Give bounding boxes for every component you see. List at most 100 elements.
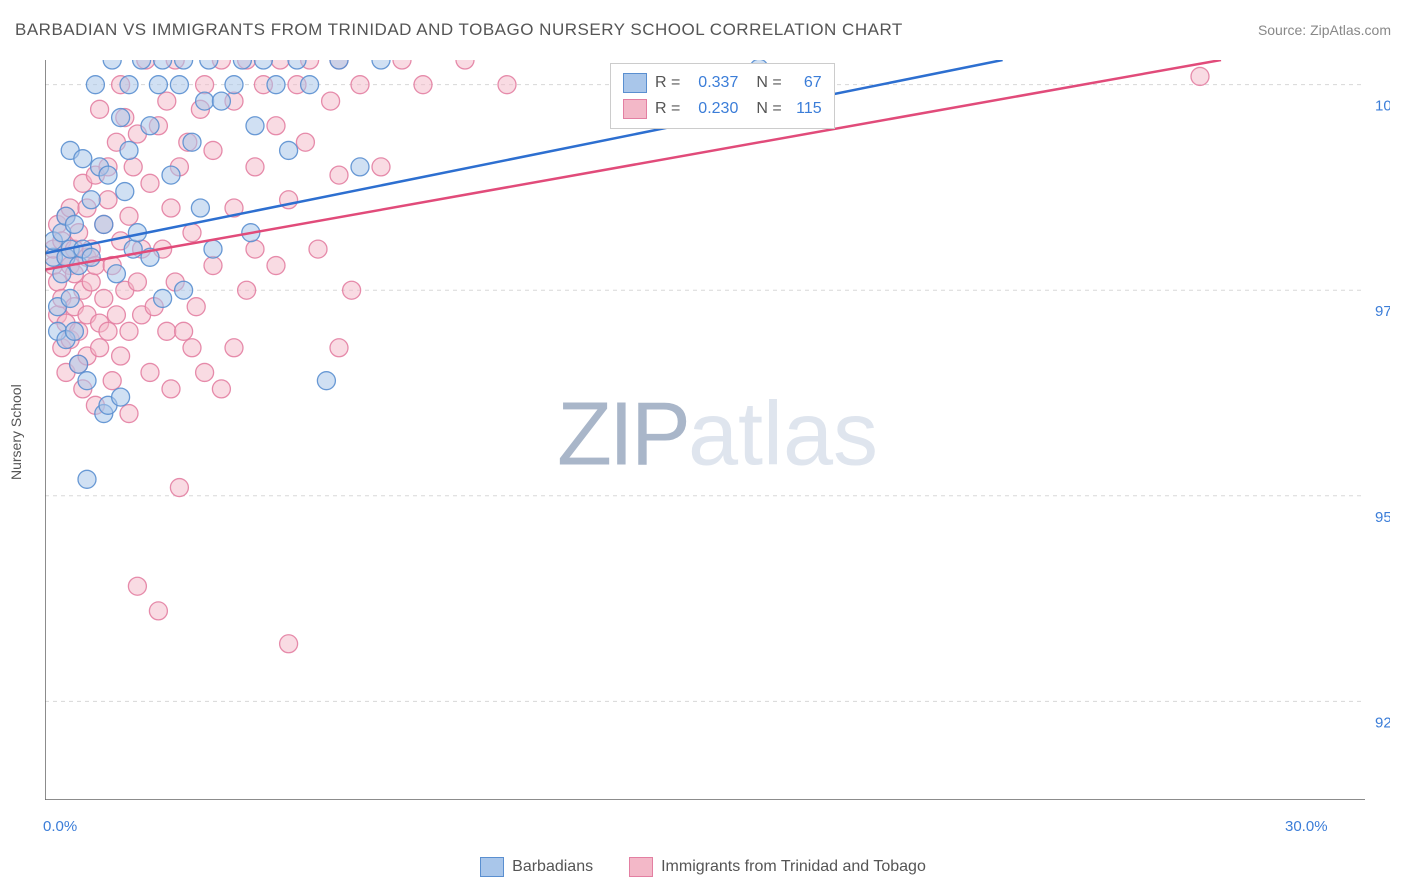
trinidad-marker	[162, 199, 180, 217]
barbadians-marker	[280, 141, 298, 159]
n-value: 67	[790, 74, 822, 92]
trinidad-swatch-icon	[623, 99, 647, 119]
r-label: R =	[655, 74, 680, 92]
barbadians-marker	[95, 215, 113, 233]
trinidad-marker	[158, 322, 176, 340]
trinidad-swatch-icon	[629, 857, 653, 877]
trinidad-marker	[246, 158, 264, 176]
barbadians-marker	[200, 60, 218, 69]
barbadians-marker	[154, 289, 172, 307]
barbadians-marker	[267, 76, 285, 94]
correlation-legend-box: R =0.337N =67R =0.230N =115	[610, 63, 835, 129]
barbadians-swatch-icon	[623, 73, 647, 93]
r-label: R =	[655, 100, 680, 118]
barbadians-marker	[196, 92, 214, 110]
barbadians-marker	[107, 265, 125, 283]
trinidad-marker	[196, 363, 214, 381]
legend-item-trinidad: Immigrants from Trinidad and Tobago	[629, 857, 926, 877]
barbadians-marker	[116, 183, 134, 201]
barbadians-marker	[78, 470, 96, 488]
barbadians-marker	[154, 60, 172, 69]
trinidad-marker	[99, 322, 117, 340]
trinidad-marker	[175, 322, 193, 340]
trinidad-marker	[330, 339, 348, 357]
trinidad-marker	[183, 339, 201, 357]
y-tick-label: 95.0%	[1375, 509, 1390, 526]
trinidad-marker	[103, 372, 121, 390]
trinidad-marker	[99, 191, 117, 209]
trinidad-marker	[141, 363, 159, 381]
trinidad-marker	[296, 133, 314, 151]
r-value: 0.337	[688, 74, 738, 92]
barbadians-marker	[82, 191, 100, 209]
trinidad-marker	[120, 322, 138, 340]
trinidad-marker	[158, 92, 176, 110]
trinidad-marker	[112, 347, 130, 365]
trinidad-marker	[351, 76, 369, 94]
barbadians-marker	[351, 158, 369, 176]
trinidad-marker	[204, 141, 222, 159]
x-tick-label: 30.0%	[1285, 818, 1328, 835]
trinidad-marker	[183, 224, 201, 242]
trinidad-marker	[162, 380, 180, 398]
n-label: N =	[756, 100, 781, 118]
trinidad-marker	[187, 298, 205, 316]
trinidad-marker	[267, 117, 285, 135]
trinidad-marker	[267, 257, 285, 275]
barbadians-marker	[162, 166, 180, 184]
trinidad-marker	[91, 339, 109, 357]
n-value: 115	[790, 100, 822, 118]
y-tick-label: 97.5%	[1375, 303, 1390, 320]
barbadians-marker	[120, 141, 138, 159]
trinidad-marker	[1191, 67, 1209, 85]
scatter-chart: 92.5%95.0%97.5%100.0%	[45, 60, 1390, 800]
legend-row-barbadians: R =0.337N =67	[623, 70, 822, 96]
barbadians-marker	[65, 215, 83, 233]
trinidad-marker	[280, 635, 298, 653]
trinidad-marker	[128, 577, 146, 595]
trinidad-marker	[120, 207, 138, 225]
barbadians-marker	[86, 76, 104, 94]
barbadians-marker	[175, 281, 193, 299]
barbadians-marker	[183, 133, 201, 151]
barbadians-marker	[78, 372, 96, 390]
barbadians-regression-line	[45, 60, 1003, 253]
barbadians-marker	[141, 117, 159, 135]
trinidad-marker	[95, 289, 113, 307]
barbadians-marker	[301, 76, 319, 94]
trinidad-marker	[204, 257, 222, 275]
chart-area: 92.5%95.0%97.5%100.0% ZIPatlas R =0.337N…	[45, 60, 1390, 810]
trinidad-marker	[128, 273, 146, 291]
trinidad-marker	[330, 166, 348, 184]
y-axis-label: Nursery School	[8, 384, 24, 480]
chart-title: BARBADIAN VS IMMIGRANTS FROM TRINIDAD AN…	[15, 20, 903, 40]
barbadians-marker	[99, 166, 117, 184]
legend-label: Barbadians	[512, 858, 593, 876]
barbadians-swatch-icon	[480, 857, 504, 877]
barbadians-marker	[372, 60, 390, 69]
barbadians-marker	[212, 92, 230, 110]
barbadians-marker	[61, 289, 79, 307]
r-value: 0.230	[688, 100, 738, 118]
barbadians-marker	[120, 76, 138, 94]
legend-item-barbadians: Barbadians	[480, 857, 593, 877]
trinidad-marker	[149, 602, 167, 620]
trinidad-marker	[238, 281, 256, 299]
barbadians-marker	[74, 150, 92, 168]
trinidad-marker	[91, 100, 109, 118]
trinidad-marker	[107, 306, 125, 324]
source-label: Source: ZipAtlas.com	[1258, 22, 1391, 38]
trinidad-marker	[170, 479, 188, 497]
trinidad-marker	[82, 273, 100, 291]
trinidad-marker	[271, 60, 289, 69]
trinidad-marker	[212, 380, 230, 398]
series-legend: Barbadians Immigrants from Trinidad and T…	[0, 857, 1406, 882]
barbadians-marker	[112, 109, 130, 127]
barbadians-marker	[65, 322, 83, 340]
trinidad-marker	[141, 174, 159, 192]
y-tick-label: 92.5%	[1375, 714, 1390, 731]
trinidad-marker	[456, 60, 474, 69]
barbadians-marker	[204, 240, 222, 258]
trinidad-marker	[343, 281, 361, 299]
trinidad-marker	[225, 339, 243, 357]
